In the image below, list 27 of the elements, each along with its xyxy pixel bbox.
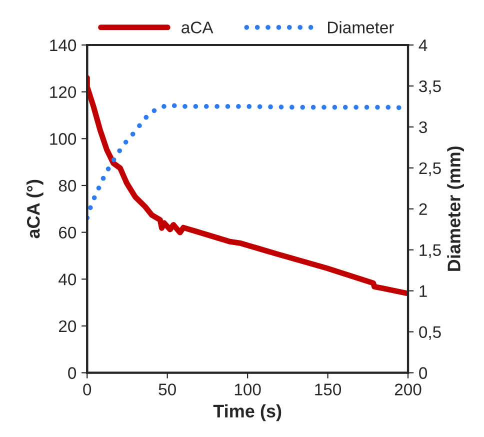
y-tick-label: 140 (50, 39, 76, 52)
y-tick-label: 80 (58, 180, 76, 192)
y2-axis-title: Diameter (mm) (447, 146, 464, 271)
legend-label: aCA (182, 22, 214, 34)
x-tick-label: 150 (315, 384, 342, 396)
y-tick-label: 20 (59, 320, 76, 332)
y-tick-label: 0 (68, 367, 76, 379)
y-tick-label: 100 (50, 133, 76, 145)
y2-tick-label: 2 (419, 203, 427, 215)
y2-tick-label: 4 (418, 40, 428, 52)
y-tick-label: 120 (50, 86, 76, 98)
y2-tick-label: 0,5 (419, 326, 441, 340)
x-axis-title: Time (s) (213, 404, 282, 422)
x-tick-label: 100 (234, 384, 261, 396)
legend-label: Diameter (328, 21, 394, 34)
y2-tick-label: 3 (419, 121, 427, 134)
y2-tick-label: 0 (419, 367, 428, 379)
y2-tick-label: 2,5 (419, 162, 441, 176)
y-tick-label: 60 (59, 226, 76, 238)
y-axis-title: aCA (°) (26, 180, 44, 238)
x-tick-label: 50 (158, 384, 176, 396)
y-tick-label: 40 (58, 274, 76, 286)
x-tick-label: 0 (83, 384, 92, 396)
x-tick-label: 200 (394, 384, 422, 396)
y2-tick-label: 1,5 (420, 244, 441, 258)
y2-tick-label: 1 (420, 285, 427, 297)
y2-tick-label: 3,5 (419, 80, 441, 94)
